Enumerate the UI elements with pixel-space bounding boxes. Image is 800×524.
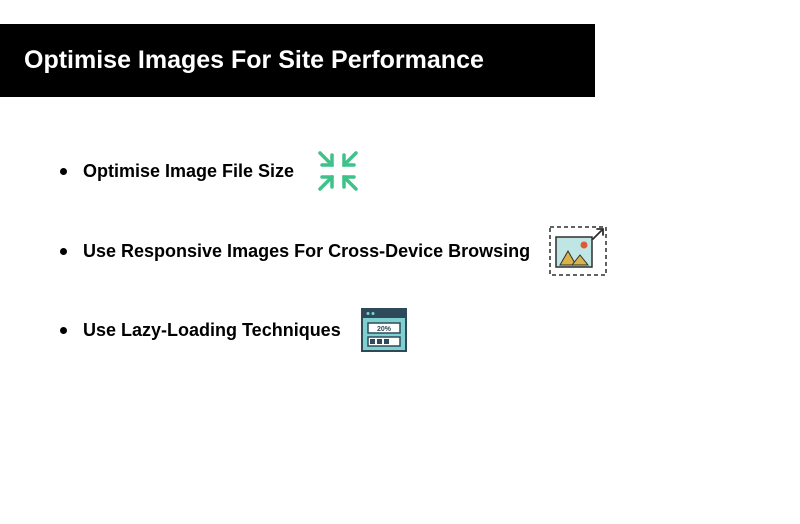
compress-icon (312, 145, 364, 197)
bullet-dot-icon (60, 168, 67, 175)
bullet-dot-icon (60, 248, 67, 255)
bullet-dot-icon (60, 327, 67, 334)
loading-window-icon: 20% (359, 305, 409, 355)
list-item: Optimise Image File Size (48, 145, 800, 197)
page-title: Optimise Images For Site Performance (24, 46, 571, 75)
image-frame-icon (548, 225, 608, 277)
bullet-text: Optimise Image File Size (83, 161, 294, 182)
list-item: Use Responsive Images For Cross-Device B… (48, 225, 800, 277)
svg-text:20%: 20% (377, 326, 392, 333)
bullet-text: Use Responsive Images For Cross-Device B… (83, 241, 530, 262)
title-bar: Optimise Images For Site Performance (0, 24, 595, 97)
bullet-text: Use Lazy-Loading Techniques (83, 320, 341, 341)
bullet-list: Optimise Image File Size Use Responsive … (48, 145, 800, 355)
list-item: Use Lazy-Loading Techniques 20% (48, 305, 800, 355)
